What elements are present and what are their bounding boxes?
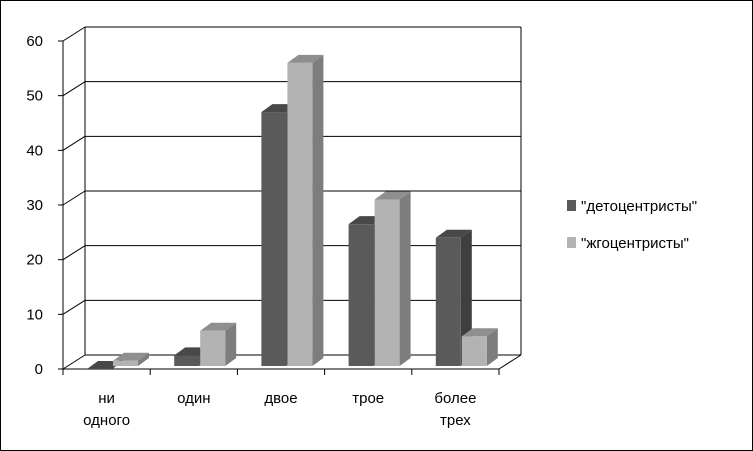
bar bbox=[200, 322, 237, 366]
legend: "детоцентристы" "жгоцентристы" bbox=[567, 198, 697, 252]
floor-right-edge bbox=[498, 354, 522, 370]
bar-front bbox=[200, 330, 226, 366]
x-tick-label: ни одного bbox=[83, 390, 130, 429]
y-tick-label: 0 bbox=[35, 361, 43, 378]
bar bbox=[461, 328, 498, 366]
bar-top bbox=[374, 191, 411, 200]
bar-layer bbox=[87, 54, 498, 369]
x-tick-label: двое bbox=[264, 390, 297, 407]
bar-top bbox=[200, 322, 237, 331]
gridline-side bbox=[62, 354, 86, 370]
bar-front bbox=[261, 112, 287, 366]
bar-front bbox=[435, 237, 461, 366]
y-tick-label: 30 bbox=[26, 197, 43, 214]
y-tick-label: 10 bbox=[26, 306, 43, 323]
bar-side bbox=[486, 328, 498, 366]
bar-side bbox=[399, 191, 411, 366]
bar-top bbox=[287, 54, 324, 63]
bar-side bbox=[138, 352, 149, 366]
legend-label: "жгоцентристы" bbox=[581, 235, 689, 252]
gridline-side bbox=[62, 26, 86, 42]
legend-swatch bbox=[567, 237, 576, 248]
x-tick-label: трое bbox=[352, 390, 384, 407]
axis-layer bbox=[58, 27, 522, 375]
bar-top bbox=[435, 229, 472, 238]
gridline-side bbox=[62, 135, 86, 151]
y-tick-labels: 0 10 20 30 40 50 60 bbox=[26, 33, 43, 378]
gridline-side bbox=[62, 81, 86, 97]
y-tick-label: 20 bbox=[26, 252, 43, 269]
bar bbox=[374, 191, 411, 366]
x-tick-labels: ни одного один двое трое более трех bbox=[83, 390, 476, 429]
bar-top bbox=[113, 352, 149, 361]
bar bbox=[287, 54, 324, 366]
x-tick-label: один bbox=[177, 390, 210, 407]
gridline-side bbox=[62, 299, 86, 315]
gridline-side bbox=[62, 190, 86, 206]
bar-front bbox=[287, 62, 313, 366]
y-tick-label: 50 bbox=[26, 88, 43, 105]
gridline-side bbox=[62, 245, 86, 261]
bar-front bbox=[348, 224, 374, 366]
bar-front bbox=[174, 355, 200, 366]
y-tick-label: 60 bbox=[26, 33, 43, 50]
bar-front bbox=[374, 199, 400, 366]
legend-swatch bbox=[567, 200, 576, 211]
x-tick-label: более трех bbox=[434, 390, 476, 429]
bar bbox=[435, 229, 472, 366]
y-tick-label: 40 bbox=[26, 142, 43, 159]
bar-front bbox=[113, 360, 138, 366]
bar-side bbox=[312, 54, 324, 366]
bar-top bbox=[461, 328, 498, 337]
bar bbox=[113, 352, 149, 366]
legend-label: "детоцентристы" bbox=[581, 198, 697, 215]
bar-front bbox=[461, 336, 487, 366]
bar-side bbox=[225, 322, 237, 366]
